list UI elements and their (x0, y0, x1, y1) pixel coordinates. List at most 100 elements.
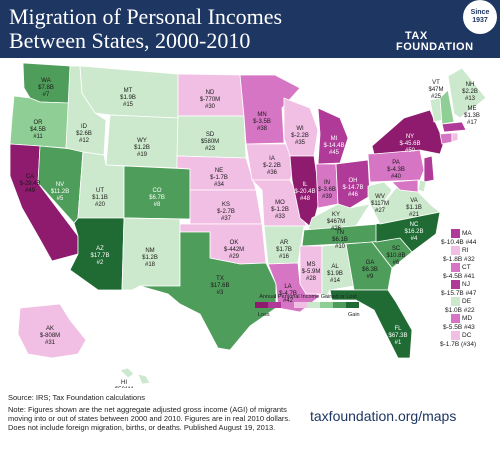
state-label-OK-value: $-442M (224, 247, 244, 253)
state-label-WY-value: $1.2B (134, 145, 150, 151)
state-label-CA-value: $-29.4B (19, 181, 40, 187)
state-label-VA-value: $1.1B (406, 205, 422, 211)
state-label-TN-rank: #10 (335, 244, 346, 250)
sidebar-name-NJ: NJ (462, 281, 470, 288)
state-label-AZ-value: $17.7B (90, 253, 109, 259)
state-HI-2 (137, 373, 151, 385)
state-label-CO-rank: #8 (154, 202, 161, 208)
state-label-SD-value: $580M (201, 139, 219, 145)
sidebar-text-RI: $-1.8B #32 (443, 256, 475, 263)
state-label-IN-name: IN (324, 180, 330, 186)
state-label-OH-rank: #46 (348, 192, 359, 198)
state-WV[interactable] (367, 181, 393, 209)
seal-line2: 1937 (472, 17, 488, 24)
state-label-GA-value: $6.3B (362, 267, 378, 273)
state-MS[interactable] (299, 245, 323, 295)
state-label-NE-value: $-1.7B (210, 175, 228, 181)
state-label-KY-rank: #26 (331, 226, 342, 232)
state-label-IA-rank: #36 (267, 170, 278, 176)
state-label-MN-rank: #38 (257, 126, 268, 132)
legend-swatch-6 (320, 302, 333, 308)
state-label-SC-name: SC (392, 246, 401, 252)
state-label-ND-name: ND (206, 90, 215, 96)
state-label-MN-name: MN (257, 112, 266, 118)
state-label-ME-name: ME (468, 106, 477, 112)
swatch-CT (451, 263, 460, 272)
state-label-WV-rank: #27 (375, 208, 386, 214)
state-label-MO-value: $-1.2B (271, 207, 289, 213)
state-label-NH-rank: #13 (465, 96, 476, 102)
state-label-TN-name: TN (336, 230, 344, 236)
state-IN[interactable] (315, 163, 339, 209)
state-MI[interactable] (317, 107, 349, 165)
state-label-NC-rank: #4 (411, 236, 418, 242)
state-label-OK-rank: #29 (229, 254, 240, 260)
state-label-OR-name: OR (34, 120, 44, 126)
sidebar-name-CT: CT (462, 264, 471, 271)
state-label-MT-name: MT (124, 88, 133, 94)
swatch-DE (451, 297, 460, 306)
state-TX[interactable] (139, 231, 277, 351)
state-label-NE-rank: #34 (214, 182, 225, 188)
state-HI[interactable] (119, 367, 135, 379)
state-label-ID-value: $2.6B (76, 131, 92, 137)
state-label-MI-value: $-14.4B (323, 143, 344, 149)
state-OH[interactable] (335, 159, 371, 209)
state-NH[interactable] (439, 89, 455, 125)
state-label-MS-value: $-5.9M (302, 269, 321, 275)
state-label-AR-rank: #16 (279, 254, 290, 260)
state-FL[interactable] (329, 289, 413, 359)
state-label-NV-rank: #5 (57, 196, 64, 202)
state-CT[interactable] (439, 132, 453, 145)
swatch-MD (451, 314, 460, 323)
state-label-AL-name: AL (331, 264, 339, 270)
state-label-PA-value: $-4.3B (387, 167, 405, 173)
state-MA[interactable] (441, 121, 467, 133)
state-label-WI-value: $-2.2B (291, 133, 309, 139)
sidebar-text-DE: $1.0B #22 (445, 307, 475, 314)
state-label-NC-name: NC (410, 222, 419, 228)
swatch-NJ (451, 280, 460, 289)
state-label-NV-name: NV (56, 182, 64, 188)
state-label-KY-value: $467M (327, 219, 345, 225)
state-label-MI-rank: #45 (329, 150, 340, 156)
state-label-LA-value: $-4.7B (279, 291, 297, 297)
state-label-KS-rank: #37 (221, 216, 232, 222)
state-label-TN-value: $6.1B (332, 237, 348, 243)
state-ME[interactable] (447, 67, 487, 119)
legend-swatch-2 (268, 302, 281, 308)
state-label-KS-value: $-2.7B (217, 209, 235, 215)
state-DE[interactable] (417, 179, 427, 193)
state-label-IN-rank: #39 (322, 194, 333, 200)
state-label-WA-rank: #7 (43, 92, 50, 98)
state-RI[interactable] (451, 132, 459, 143)
state-label-OH-value: $-14.7B (342, 185, 363, 191)
state-label-IA-name: IA (269, 156, 275, 162)
state-MN[interactable] (239, 74, 301, 145)
state-label-VT-rank: #25 (431, 94, 442, 100)
state-label-AZ-name: AZ (96, 246, 104, 252)
state-NM[interactable] (121, 217, 181, 291)
state-label-IL-name: IL (302, 182, 308, 188)
state-MO[interactable] (251, 179, 307, 227)
sidebar-text-DC: $-1.7B (#34) (440, 341, 476, 348)
state-label-WA-name: WA (41, 78, 50, 84)
state-NY[interactable] (371, 109, 445, 155)
sidebar-name-MD: MD (462, 315, 472, 322)
state-label-MT-rank: #15 (123, 102, 134, 108)
legend-gain: Gain (348, 312, 360, 318)
state-label-UT-rank: #20 (95, 202, 106, 208)
state-label-TX-value: $17.6B (210, 283, 229, 289)
state-label-KY-name: KY (332, 212, 340, 218)
state-label-FL-rank: #1 (395, 340, 402, 346)
state-label-UT-value: $1.1B (92, 195, 108, 201)
legend-swatch-3 (281, 302, 294, 308)
state-MD[interactable] (391, 179, 419, 193)
state-label-NH-name: NH (466, 82, 475, 88)
footer-url[interactable]: taxfoundation.org/maps (310, 408, 457, 424)
state-NJ[interactable] (423, 155, 435, 183)
swatch-DC (451, 331, 460, 340)
state-GA[interactable] (345, 241, 393, 291)
state-AK[interactable] (17, 303, 87, 359)
state-label-IN-value: $-3.6B (318, 187, 336, 193)
